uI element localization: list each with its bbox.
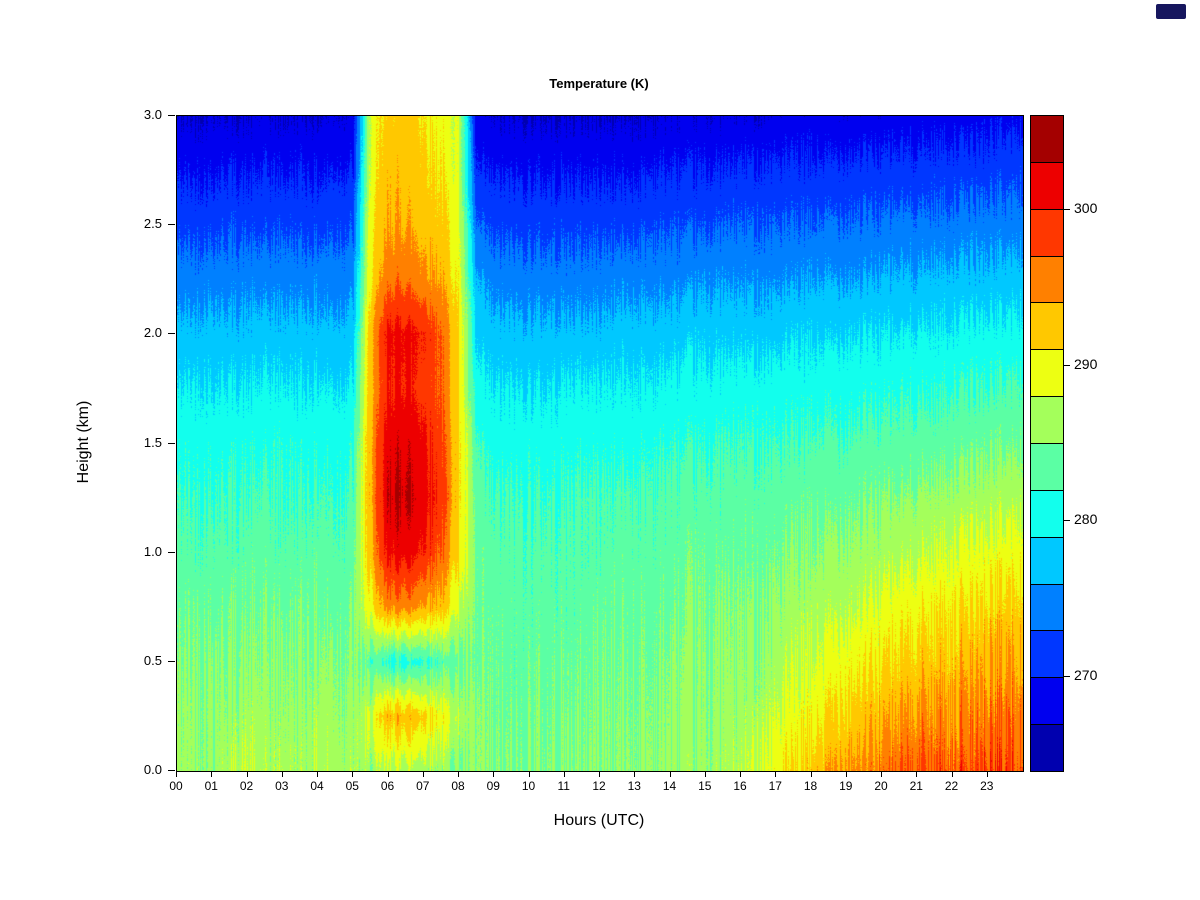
colorbar-block (1031, 490, 1063, 538)
y-tick-label: 0.5 (143, 652, 162, 668)
y-axis-title: Height (km) (75, 400, 92, 484)
colorbar-tick-label: 300 (1074, 199, 1098, 216)
y-tick-label: 1.5 (143, 434, 162, 450)
y-tick-label: 1.0 (143, 543, 162, 559)
y-tick-mark (168, 115, 175, 116)
x-tick-label: 00 (169, 779, 183, 793)
x-tick-label: 06 (380, 779, 395, 793)
y-tick-mark (168, 660, 175, 662)
colorbar-tick-label: 270 (1074, 667, 1098, 684)
heatmap-canvas (176, 115, 1024, 772)
x-tick-label: 14 (662, 779, 677, 793)
colorbar-block (1031, 725, 1063, 772)
colorbar-tick-mark (1064, 208, 1070, 210)
colorbar-tick-mark (1064, 364, 1070, 366)
y-tick-mark (168, 770, 175, 771)
y-tick-mark (168, 442, 175, 444)
colorbar-block (1031, 397, 1063, 445)
y-tick-mark (168, 333, 175, 335)
x-tick-label: 20 (874, 779, 888, 793)
colorbar-block (1031, 444, 1063, 491)
x-tick-label: 07 (416, 779, 430, 793)
x-tick-label: 02 (239, 779, 254, 793)
colorbar-block (1031, 162, 1063, 210)
y-tick-label: 3.0 (143, 107, 162, 122)
colorbar-block (1031, 631, 1063, 679)
colorbar-block (1031, 256, 1063, 304)
y-tick-label: 2.0 (143, 325, 162, 341)
chart-title: Temperature (K) (549, 76, 649, 91)
colorbar-block (1031, 116, 1063, 163)
colorbar-tick-mark (1064, 520, 1070, 522)
y-tick-mark (168, 224, 175, 226)
colorbar-block (1031, 678, 1063, 726)
colorbar-tick-mark (1064, 676, 1070, 678)
x-tick-label: 16 (733, 779, 747, 793)
x-tick-label: 09 (486, 779, 500, 793)
colorbar-block (1031, 350, 1063, 398)
x-tick-label: 10 (521, 779, 536, 793)
x-tick-label: 03 (275, 779, 289, 793)
x-tick-label: 18 (803, 779, 818, 793)
colorbar-tick-label: 290 (1074, 355, 1098, 372)
colorbar-block (1031, 584, 1063, 632)
y-tick-label: 0.0 (143, 762, 162, 777)
colorbar-tick-label: 280 (1074, 511, 1098, 528)
x-tick-label: 12 (592, 779, 606, 793)
x-tick-label: 08 (451, 779, 465, 793)
x-tick-label: 13 (627, 779, 641, 793)
colorbar-block (1031, 537, 1063, 585)
x-tick-label: 01 (204, 779, 218, 793)
x-tick-label: 05 (345, 779, 359, 793)
y-tick-mark (168, 551, 175, 553)
x-tick-label: 17 (768, 779, 782, 793)
x-tick-label: 15 (698, 779, 712, 793)
x-tick-label: 19 (839, 779, 853, 793)
x-tick-label: 21 (909, 779, 923, 793)
x-tick-label: 11 (557, 779, 570, 793)
x-tick-label: 22 (944, 779, 959, 793)
colorbar-block (1031, 209, 1063, 257)
colorbar (1030, 115, 1064, 772)
x-tick-label: 04 (310, 779, 324, 793)
x-axis-title: Hours (UTC) (553, 812, 645, 829)
corner-widget-icon[interactable] (1156, 4, 1186, 19)
y-tick-label: 2.5 (143, 216, 162, 232)
colorbar-block (1031, 303, 1063, 351)
x-tick-label: 23 (980, 779, 994, 793)
